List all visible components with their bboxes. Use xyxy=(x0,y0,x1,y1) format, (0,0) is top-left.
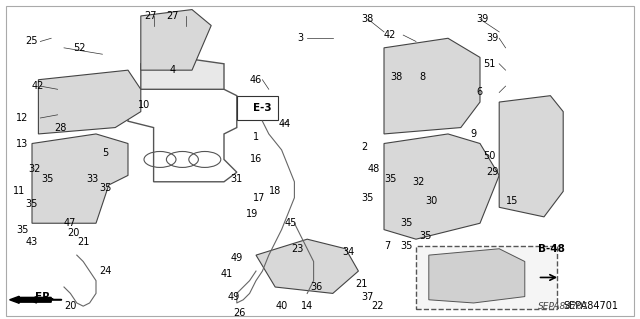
Text: 35: 35 xyxy=(400,218,412,228)
Text: 35: 35 xyxy=(362,193,374,203)
Text: 48: 48 xyxy=(368,164,380,174)
Text: 25: 25 xyxy=(26,36,38,47)
Text: 35: 35 xyxy=(16,225,28,234)
Text: 35: 35 xyxy=(419,231,431,241)
Text: 21: 21 xyxy=(77,237,89,247)
Text: 26: 26 xyxy=(234,308,246,317)
Text: 4: 4 xyxy=(170,65,176,75)
Text: 14: 14 xyxy=(301,301,313,311)
Text: 13: 13 xyxy=(16,138,28,149)
FancyArrow shape xyxy=(10,296,51,303)
Text: 43: 43 xyxy=(26,237,38,247)
Text: 11: 11 xyxy=(13,186,25,197)
Text: 1: 1 xyxy=(253,132,259,142)
Text: FR.: FR. xyxy=(35,292,54,301)
Text: SEPA84701: SEPA84701 xyxy=(563,301,618,311)
Text: 34: 34 xyxy=(342,247,355,257)
Text: 27: 27 xyxy=(166,11,179,21)
Text: 29: 29 xyxy=(486,167,499,177)
Text: E-3: E-3 xyxy=(253,103,271,114)
Text: 35: 35 xyxy=(42,174,54,184)
Polygon shape xyxy=(429,249,525,303)
Text: 45: 45 xyxy=(285,218,297,228)
Text: 51: 51 xyxy=(483,59,495,69)
Polygon shape xyxy=(256,239,358,293)
Text: 50: 50 xyxy=(483,151,495,161)
Text: 8: 8 xyxy=(419,71,426,82)
Text: 35: 35 xyxy=(26,199,38,209)
Text: 38: 38 xyxy=(362,14,374,24)
Text: 12: 12 xyxy=(16,113,28,123)
Text: 39: 39 xyxy=(486,33,499,43)
Text: 15: 15 xyxy=(506,196,518,206)
Text: 33: 33 xyxy=(86,174,99,184)
Polygon shape xyxy=(38,70,141,134)
Text: 3: 3 xyxy=(298,33,304,43)
Text: 17: 17 xyxy=(253,193,265,203)
Text: 39: 39 xyxy=(477,14,489,24)
Text: 27: 27 xyxy=(144,11,157,21)
Text: 23: 23 xyxy=(291,244,303,254)
Text: 21: 21 xyxy=(355,279,367,289)
Text: 20: 20 xyxy=(67,228,79,238)
Text: 19: 19 xyxy=(246,209,259,219)
Text: 42: 42 xyxy=(384,30,396,40)
Text: 2: 2 xyxy=(362,142,368,152)
Text: 37: 37 xyxy=(362,292,374,301)
Text: 31: 31 xyxy=(230,174,243,184)
Polygon shape xyxy=(384,134,499,239)
Text: 22: 22 xyxy=(371,301,384,311)
Text: 32: 32 xyxy=(413,177,425,187)
FancyBboxPatch shape xyxy=(416,246,557,309)
Text: 20: 20 xyxy=(64,301,76,311)
Text: 35: 35 xyxy=(99,183,111,193)
Text: 9: 9 xyxy=(470,129,477,139)
Text: 24: 24 xyxy=(99,266,111,276)
Text: 40: 40 xyxy=(275,301,287,311)
Text: B-48: B-48 xyxy=(538,244,564,254)
Text: 35: 35 xyxy=(384,174,396,184)
Text: 16: 16 xyxy=(250,154,262,165)
Text: 35: 35 xyxy=(400,241,412,250)
Text: 42: 42 xyxy=(32,81,44,91)
Polygon shape xyxy=(141,10,211,70)
Text: 28: 28 xyxy=(54,122,67,133)
Text: 30: 30 xyxy=(426,196,438,206)
Text: 7: 7 xyxy=(384,241,390,250)
Text: SEPA84701: SEPA84701 xyxy=(538,302,589,311)
Polygon shape xyxy=(384,38,480,134)
Text: 41: 41 xyxy=(221,269,233,279)
Text: 10: 10 xyxy=(138,100,150,110)
Text: 5: 5 xyxy=(102,148,109,158)
Text: 36: 36 xyxy=(310,282,323,292)
Text: 38: 38 xyxy=(390,71,403,82)
Polygon shape xyxy=(499,96,563,217)
Text: 18: 18 xyxy=(269,186,281,197)
Text: 32: 32 xyxy=(29,164,41,174)
Text: 46: 46 xyxy=(250,75,262,85)
Text: 49: 49 xyxy=(227,292,239,301)
FancyBboxPatch shape xyxy=(6,6,634,316)
Text: 44: 44 xyxy=(278,119,291,130)
Text: 6: 6 xyxy=(477,87,483,98)
Text: 47: 47 xyxy=(64,218,76,228)
Polygon shape xyxy=(32,134,128,223)
Text: 49: 49 xyxy=(230,253,243,263)
Polygon shape xyxy=(141,57,224,89)
Text: 52: 52 xyxy=(74,43,86,53)
FancyBboxPatch shape xyxy=(237,96,278,120)
